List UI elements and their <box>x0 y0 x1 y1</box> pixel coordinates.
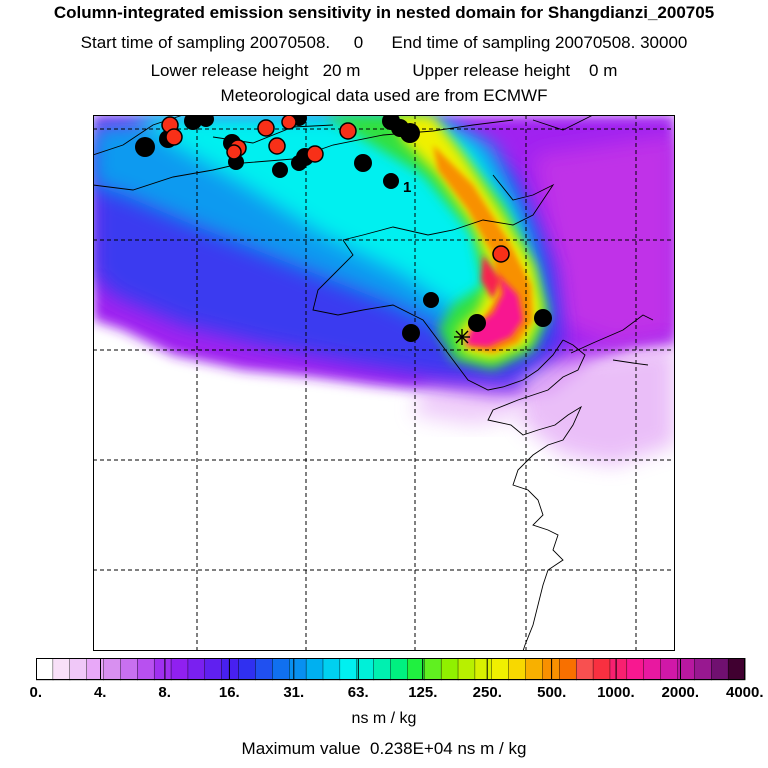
map-frame <box>93 115 675 651</box>
colorbar-cell <box>474 658 493 681</box>
colorbar-cell <box>542 658 560 681</box>
release-height-line: Lower release height 20 m Upper release … <box>150 61 618 80</box>
colorbar-cell <box>457 658 476 681</box>
colorbar-cell <box>373 658 391 681</box>
colorbar-tick-label: 31. <box>283 684 305 701</box>
colorbar-cell <box>289 658 307 681</box>
met-data-line: Meteorological data used are from ECMWF <box>220 86 548 105</box>
trajectory-label: 1 <box>403 179 411 196</box>
light-violet-field <box>513 345 675 465</box>
colorbar-cell <box>660 658 678 681</box>
colorbar-cell <box>137 658 155 681</box>
colorbar-cell <box>153 658 172 681</box>
colorbar-cell <box>322 658 341 681</box>
colorbar-cell <box>592 658 611 681</box>
colorbar-tick-label: 4. <box>93 684 107 701</box>
colorbar-cell <box>390 658 408 681</box>
colorbar-cell <box>727 658 746 681</box>
colorbar-cell <box>103 658 121 681</box>
colorbar-cell <box>187 658 206 681</box>
colorbar-cell <box>440 658 459 681</box>
sensitivity-map: 1 <box>93 115 675 651</box>
colorbar-tick-label: 1000. <box>597 684 635 701</box>
colorbar-cell <box>272 658 290 681</box>
colorbar-cell <box>52 658 71 681</box>
colorbar-cell <box>525 658 543 681</box>
colorbar-cell <box>305 658 324 681</box>
colorbar-tick-label: 4000. <box>726 684 764 701</box>
colorbar-tick-label: 500. <box>537 684 567 701</box>
colorbar-tick-label: 63. <box>347 684 369 701</box>
colorbar-cell <box>255 658 273 681</box>
release-site-star-icon <box>454 329 470 345</box>
colorbar-unit: ns m / kg <box>351 710 417 727</box>
colorbar-tick-label: 8. <box>158 684 171 701</box>
colorbar-cell <box>609 658 628 681</box>
colorbar-tick-label: 0. <box>29 684 43 701</box>
colorbar-cell <box>508 658 527 681</box>
colorbar-cell <box>711 658 729 681</box>
colorbar <box>36 658 746 681</box>
colorbar-cell <box>120 658 138 681</box>
colorbar-cell <box>424 658 442 681</box>
colorbar-tick-label: 2000. <box>661 684 700 701</box>
colorbar-cell <box>86 658 105 681</box>
colorbar-cell <box>559 658 577 681</box>
colorbar-cell <box>170 658 189 681</box>
colorbar-cell <box>69 658 88 681</box>
colorbar-cell <box>356 658 375 681</box>
lat-lon-grid <box>93 115 675 651</box>
colorbar-cell <box>407 658 425 681</box>
red-stations <box>161 115 510 263</box>
colorbar-tick-label: 16. <box>218 684 240 701</box>
colorbar-cell <box>491 658 510 681</box>
plot-title: Column-integrated emission sensitivity i… <box>53 3 715 22</box>
colorbar-cell <box>221 658 240 681</box>
colorbar-cell <box>204 658 223 681</box>
colorbar-cell <box>626 658 645 681</box>
colorbar-cell <box>238 658 256 681</box>
colorbar-cell <box>339 658 358 681</box>
sampling-time-line: Start time of sampling 20070508. 0 End t… <box>80 33 688 52</box>
colorbar-cell <box>643 658 662 681</box>
colorbar-cell <box>694 658 712 681</box>
maximum-value: Maximum value 0.238E+04 ns m / kg <box>241 739 527 758</box>
colorbar-cell <box>575 658 594 681</box>
colorbar-tick-label: 125. <box>408 684 438 701</box>
colorbar-cell <box>36 658 54 681</box>
colorbar-tick-label: 250. <box>472 684 502 701</box>
